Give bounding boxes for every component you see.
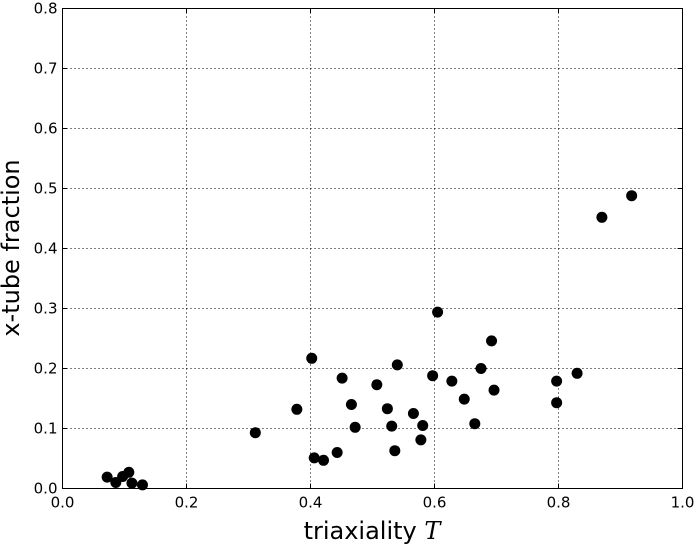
y-tick-label: 0.6	[34, 120, 58, 138]
x-axis-symbol: T	[424, 517, 442, 544]
data-point	[318, 454, 330, 466]
y-tick-label: 0.5	[34, 180, 58, 198]
data-point	[349, 421, 361, 433]
data-point	[407, 408, 419, 419]
data-point	[596, 211, 608, 223]
y-tick-label: 0.0	[34, 480, 58, 498]
plot-frame	[62, 8, 683, 489]
tick-labels: 0.0 0.2 0.4 0.6 0.8 1.0 0.0 0.1 0.2 0.3 0.4 0.5 0.6 0…	[34, 0, 694, 512]
y-tick-label: 0.2	[34, 360, 58, 378]
data-point	[458, 393, 470, 405]
x-tick-label: 0.2	[175, 494, 199, 512]
y-tick-label: 0.8	[34, 0, 58, 18]
data-point	[415, 434, 427, 446]
data-point	[249, 427, 261, 439]
x-tick-label: 0.8	[547, 494, 571, 512]
gridlines	[62, 8, 683, 489]
y-axis-label: x-tube fraction	[0, 159, 25, 336]
data-point	[475, 363, 487, 374]
data-point	[136, 479, 148, 491]
data-point	[371, 379, 383, 391]
data-point	[389, 445, 401, 457]
data-point	[308, 452, 320, 464]
y-tick-label: 0.4	[34, 240, 58, 258]
data-point	[469, 418, 481, 430]
data-point	[306, 352, 318, 364]
data-point	[101, 471, 113, 483]
data-point	[417, 420, 429, 431]
x-tick-label: 0.0	[51, 494, 75, 512]
data-point	[486, 335, 498, 347]
data-point	[432, 306, 444, 318]
data-point	[381, 403, 393, 415]
data-point	[126, 477, 138, 489]
data-point	[488, 384, 500, 396]
data-point	[336, 372, 348, 384]
x-tick-label: 1.0	[671, 494, 694, 512]
data-point	[386, 420, 398, 432]
data-point	[345, 399, 357, 410]
x-axis-label: triaxiality T	[304, 517, 443, 544]
y-tick-label: 0.1	[34, 420, 58, 438]
data-point	[391, 359, 403, 371]
data-point	[571, 367, 583, 379]
data-point	[331, 447, 343, 458]
y-tick-label: 0.3	[34, 300, 58, 318]
data-point	[123, 466, 135, 478]
data-point	[626, 190, 638, 202]
data-point	[551, 375, 563, 387]
x-tick-label: 0.6	[423, 494, 447, 512]
data-points	[101, 190, 638, 491]
data-point	[551, 397, 563, 409]
x-tick-label: 0.4	[299, 494, 323, 512]
y-tick-label: 0.7	[34, 60, 58, 78]
data-point	[427, 370, 439, 382]
data-point	[291, 403, 303, 415]
data-point	[446, 375, 458, 387]
